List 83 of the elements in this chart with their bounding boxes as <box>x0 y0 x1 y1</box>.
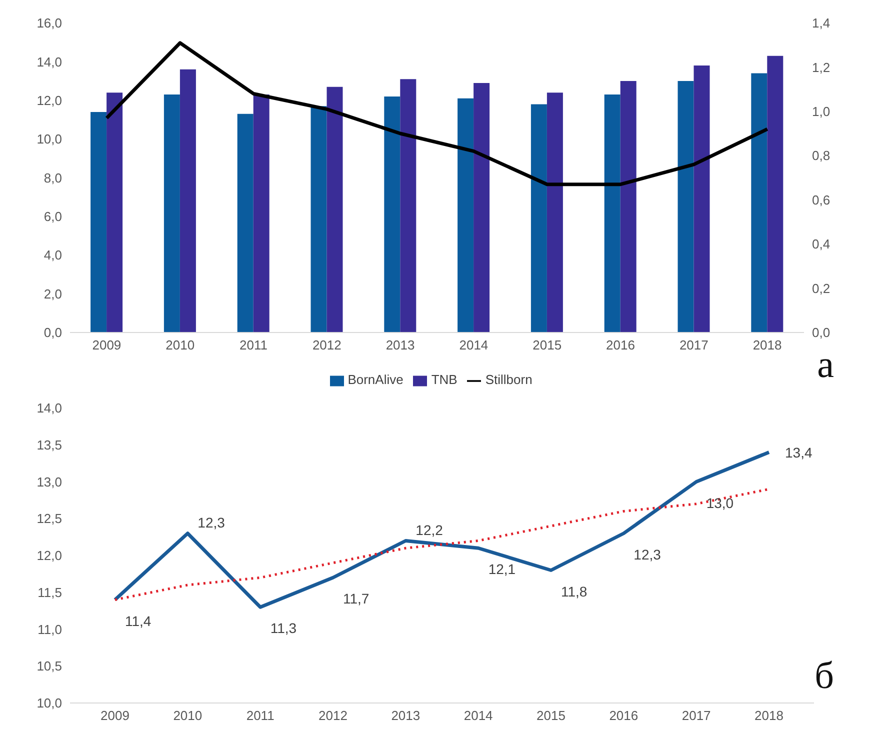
y2-tick-label: 0,8 <box>812 148 830 164</box>
x-tick-label: 2018 <box>752 338 782 353</box>
y-tick-label: 13,0 <box>36 474 62 490</box>
x-tick-label: 2012 <box>312 338 342 353</box>
y-tick-label: 13,5 <box>36 437 62 452</box>
data-label: 12,3 <box>634 546 662 562</box>
data-label: 12,1 <box>488 561 516 578</box>
y2-tick-label: 0,0 <box>812 325 830 340</box>
bar <box>694 66 710 332</box>
x-tick-label: 2014 <box>464 708 493 724</box>
y-tick-label: 11,0 <box>38 622 62 637</box>
x-tick-label: 2009 <box>100 708 130 724</box>
x-tick-label: 2016 <box>606 338 635 353</box>
bar <box>751 73 768 332</box>
y-tick-label: 12,5 <box>36 511 62 526</box>
y-tick-label: 10,0 <box>36 696 62 711</box>
data-label: 13,4 <box>785 444 812 460</box>
bar <box>604 94 620 332</box>
line-series <box>104 41 770 186</box>
bar <box>164 94 180 332</box>
data-label: 11,4 <box>125 612 152 629</box>
bar <box>106 92 123 332</box>
y-tick-label: 10,5 <box>36 658 62 674</box>
bar <box>767 56 784 332</box>
x-tick-label: 2013 <box>386 338 415 353</box>
y-tick-label: 12,0 <box>36 92 62 108</box>
y-tick-label: 11,5 <box>38 584 62 600</box>
data-label: 11,8 <box>561 583 588 600</box>
y-tick-label: 10,0 <box>36 132 62 147</box>
bar <box>253 94 270 332</box>
x-tick-label: 2011 <box>246 708 274 724</box>
y2-tick-label: 0,2 <box>812 280 830 296</box>
y2-tick-label: 0,6 <box>812 192 830 208</box>
x-tick-label: 2015 <box>536 708 566 724</box>
bar <box>678 81 694 332</box>
data-label: 12,2 <box>416 522 444 538</box>
y-tick-label: 14,0 <box>36 400 62 416</box>
x-tick-label: 2012 <box>318 708 348 724</box>
x-tick-label: 2009 <box>92 338 122 353</box>
bar <box>620 81 636 332</box>
bar <box>458 98 474 332</box>
legend-label: Stillborn <box>485 372 532 388</box>
y2-tick-label: 1,4 <box>812 16 830 31</box>
y-tick-label: 0,0 <box>44 325 62 340</box>
bar <box>310 106 327 332</box>
bar <box>237 114 254 332</box>
x-tick-label: 2017 <box>682 708 711 724</box>
y-tick-label: 4,0 <box>44 248 62 263</box>
x-tick-label: 2018 <box>754 708 784 724</box>
x-tick-label: 2016 <box>609 708 638 724</box>
x-tick-label: 2013 <box>391 708 420 724</box>
y-tick-label: 16,0 <box>36 16 62 31</box>
bar <box>546 92 563 332</box>
text: а <box>817 343 834 387</box>
legend-label: BornAlive <box>348 372 404 388</box>
bar <box>530 104 547 332</box>
bar <box>384 96 400 332</box>
y-tick-label: 2,0 <box>44 286 62 302</box>
y2-tick-label: 0,4 <box>812 236 830 252</box>
bar <box>90 112 107 332</box>
data-label: 11,7 <box>343 590 370 607</box>
x-tick-label: 2010 <box>166 338 195 353</box>
legend-label: TNB <box>431 372 458 388</box>
y2-tick-label: 1,2 <box>812 60 830 75</box>
y-tick-label: 14,0 <box>36 54 62 70</box>
x-tick-label: 2011 <box>240 338 268 353</box>
x-tick-label: 2014 <box>459 338 488 353</box>
data-label: 12,3 <box>198 514 226 530</box>
x-tick-label: 2010 <box>173 708 202 724</box>
bar <box>474 82 490 332</box>
y-tick-label: 8,0 <box>44 170 62 186</box>
data-label: 11,3 <box>270 620 297 636</box>
bar <box>326 86 343 332</box>
y-tick-label: 6,0 <box>44 209 62 224</box>
x-tick-label: 2017 <box>679 338 708 353</box>
data-label: 13,0 <box>706 494 734 511</box>
text: б <box>814 654 834 698</box>
x-tick-label: 2015 <box>532 338 562 353</box>
bar <box>400 79 416 332</box>
bar <box>180 69 196 332</box>
y2-tick-label: 1,0 <box>812 104 830 120</box>
y-tick-label: 12,0 <box>36 548 62 564</box>
line-series <box>113 450 771 609</box>
